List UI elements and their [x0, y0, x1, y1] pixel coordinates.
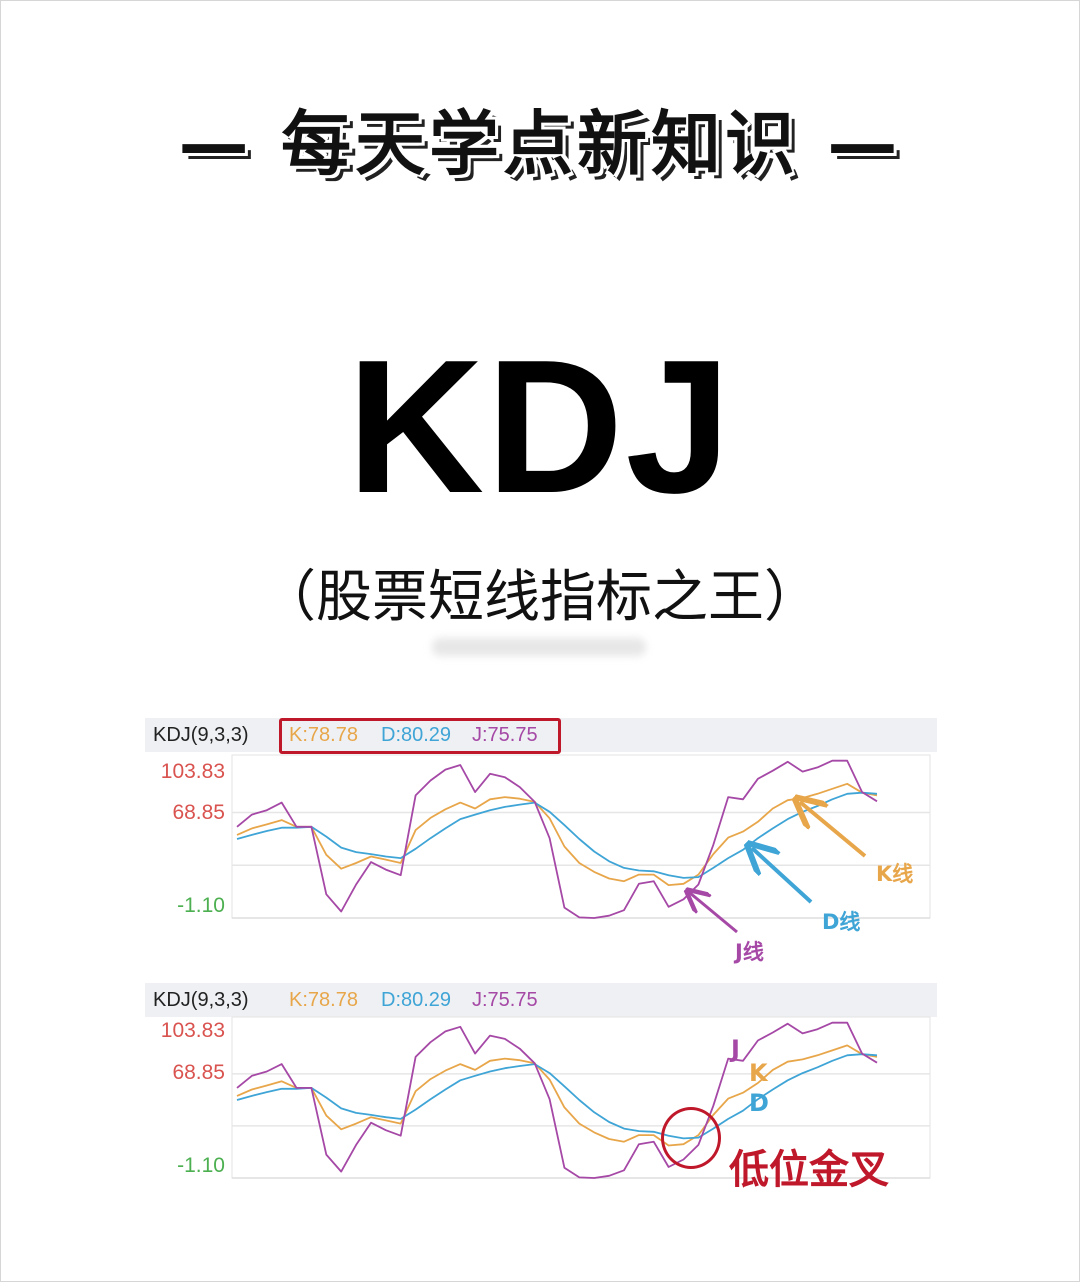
kdj-chart-2: KDJ(9,3,3) K:78.78 D:80.29 J:75.75 103.8… — [145, 983, 937, 1193]
legend-highlight-box — [279, 718, 561, 754]
legend-j: J:75.75 — [472, 724, 538, 746]
series-j-line — [236, 759, 878, 919]
series-d-line — [236, 1053, 878, 1140]
low-golden-cross-label: 低位金叉 — [729, 1147, 889, 1193]
plot-area — [231, 754, 931, 919]
series-k-line — [236, 1044, 878, 1147]
ytick-bottom: -1.10 — [177, 1154, 225, 1177]
series-k-line — [236, 782, 878, 887]
blurred-watermark — [432, 638, 646, 656]
legend-k: K:78.78 — [289, 989, 358, 1011]
chart-plot — [231, 754, 931, 934]
legend-j: J:75.75 — [472, 989, 538, 1011]
series-j-line — [236, 1021, 878, 1179]
indicator-label: KDJ(9,3,3) — [153, 989, 249, 1011]
d-line-label: D线 — [822, 910, 861, 934]
series-d-line — [236, 791, 878, 879]
d-arrow — [752, 848, 813, 904]
j-label: J — [731, 1035, 740, 1063]
plot-area — [231, 1016, 931, 1179]
j-arrow — [690, 893, 738, 934]
ytick-bottom: -1.10 — [177, 894, 225, 917]
kdj-chart-1: KDJ(9,3,3) K:78.78 D:80.29 J:75.75 103.8… — [145, 718, 937, 968]
ytick-top: 103.83 — [160, 760, 225, 783]
k-line-label: K线 — [876, 862, 914, 886]
ytick-mid: 68.85 — [172, 801, 225, 824]
legend-k: K:78.78 — [289, 724, 358, 746]
golden-cross-circle — [661, 1107, 721, 1169]
chart-header: KDJ(9,3,3) K:78.78 D:80.29 J:75.75 — [145, 983, 937, 1017]
chart-plot — [231, 1016, 931, 1179]
legend-d: D:80.29 — [381, 989, 452, 1011]
legend-d: D:80.29 — [381, 724, 452, 746]
header-title: — 每天学点新知识 — — [178, 103, 902, 185]
d-label: D — [749, 1089, 769, 1117]
j-line-label: J线 — [735, 940, 764, 964]
ytick-mid: 68.85 — [172, 1061, 225, 1084]
k-arrow — [800, 802, 867, 858]
subtitle: （股票短线指标之王） — [260, 565, 820, 630]
ytick-top: 103.83 — [160, 1019, 225, 1042]
main-title: KDJ — [346, 321, 734, 533]
k-label: K — [749, 1059, 768, 1087]
indicator-label: KDJ(9,3,3) — [153, 724, 249, 746]
chart-header: KDJ(9,3,3) K:78.78 D:80.29 J:75.75 — [145, 718, 937, 754]
